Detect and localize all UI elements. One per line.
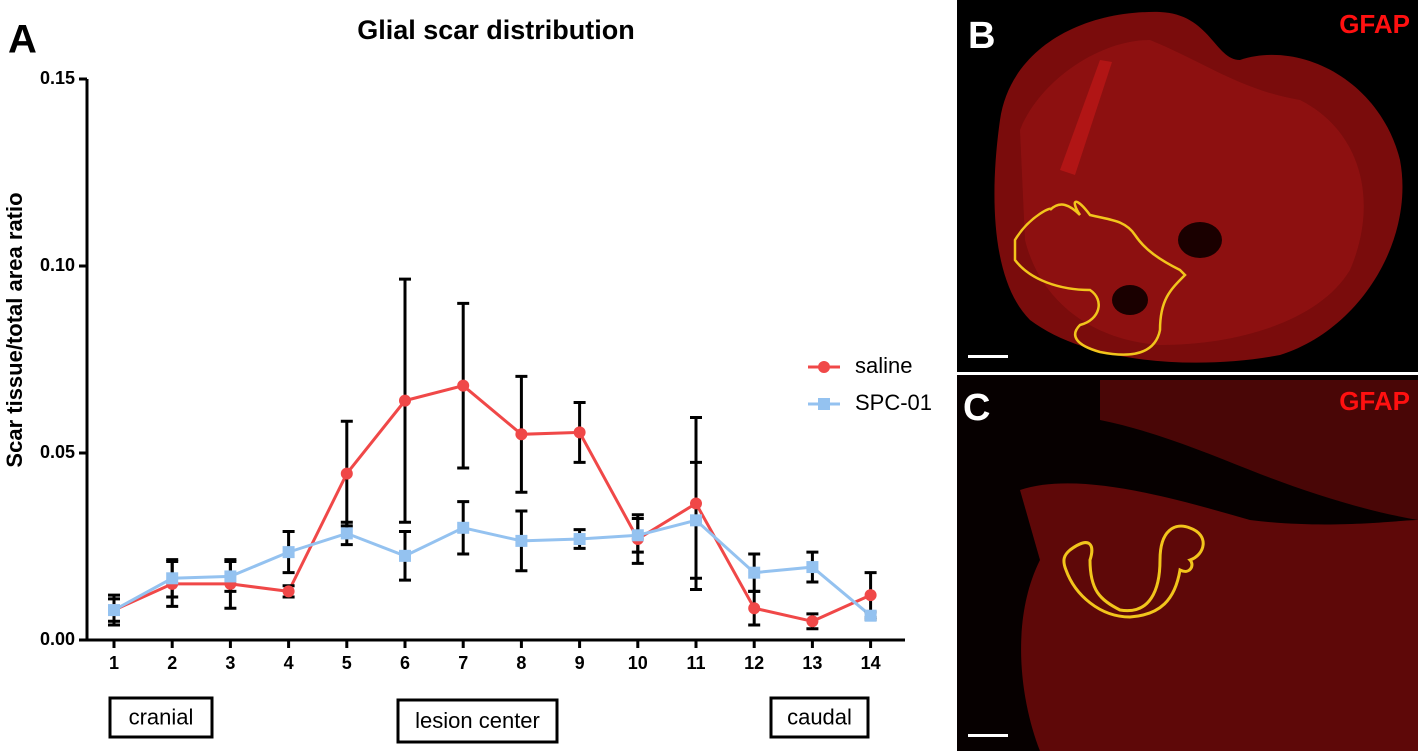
micrograph-c: C GFAP	[957, 375, 1418, 751]
marker	[340, 527, 353, 540]
marker	[457, 521, 470, 534]
x-tick-label: 2	[167, 653, 177, 673]
marker	[399, 549, 411, 562]
x-tick-label: 1	[109, 653, 119, 673]
x-tick-label: 13	[802, 653, 822, 673]
y-tick-label: 0.15	[40, 68, 75, 88]
marker	[690, 497, 702, 510]
x-tick-label: 5	[342, 653, 352, 673]
legend-label: saline	[855, 353, 912, 378]
plot: 0.000.050.100.151 2 3 4 5 6 7 8 9 10 11 12 13 14salin…	[40, 68, 932, 744]
marker	[864, 589, 877, 602]
x-tick-label: 11	[686, 653, 705, 673]
y-tick-label: 0.00	[40, 629, 75, 649]
annotation: lesion center	[415, 708, 540, 733]
series-line	[113, 518, 872, 617]
annotation-box	[769, 696, 870, 739]
panel-label: B	[968, 15, 995, 57]
stain-label: GFAP	[1339, 386, 1410, 416]
marker	[457, 379, 470, 392]
chart-title: Glial scar distribution	[357, 15, 635, 45]
annotation-box	[108, 696, 214, 739]
marker	[108, 604, 120, 617]
annotation-box	[396, 698, 559, 744]
legend-marker	[818, 398, 830, 410]
x-tick-label: 8	[516, 653, 526, 673]
marker	[224, 570, 237, 583]
x-tick-label: 14	[861, 653, 881, 673]
series-line	[113, 384, 872, 623]
x-tick-label: 4	[284, 653, 294, 673]
marker	[515, 428, 528, 441]
x-tick-label: 10	[628, 653, 648, 673]
marker	[282, 546, 295, 559]
x-tick-label: 12	[744, 653, 764, 673]
marker	[282, 585, 295, 598]
y-tick-label: 0.10	[40, 255, 75, 275]
x-tick-label: 7	[458, 653, 468, 673]
x-tick-label: 9	[575, 653, 585, 673]
marker	[748, 566, 761, 579]
marker	[690, 514, 702, 527]
marker	[806, 561, 819, 574]
marker	[340, 467, 353, 480]
panel-label: A	[8, 18, 37, 62]
x-tick-label: 3	[225, 653, 235, 673]
marker	[515, 534, 528, 547]
marker	[864, 609, 877, 622]
legend-label: SPC-01	[855, 390, 932, 415]
y-tick-label: 0.05	[40, 442, 75, 462]
marker	[806, 615, 819, 628]
marker	[748, 602, 761, 615]
marker	[399, 394, 411, 407]
legend-marker	[818, 361, 830, 373]
panel-label: C	[963, 387, 990, 429]
annotation: caudal	[787, 704, 852, 729]
marker	[631, 529, 644, 542]
marker	[166, 572, 179, 585]
y-axis-label: Scar tissue/total area ratio	[2, 192, 27, 467]
micrograph-b: B GFAP	[957, 0, 1418, 372]
stain-label: GFAP	[1339, 9, 1410, 39]
marker	[573, 533, 586, 546]
marker	[573, 426, 586, 439]
x-tick-label: 6	[400, 653, 410, 673]
annotation: cranial	[129, 704, 194, 729]
